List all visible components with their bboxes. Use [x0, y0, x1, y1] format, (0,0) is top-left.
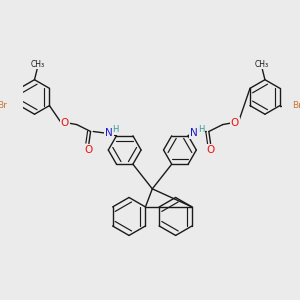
Text: Br: Br	[0, 101, 8, 110]
Text: CH₃: CH₃	[31, 60, 45, 69]
Text: H: H	[198, 125, 204, 134]
Text: Br: Br	[292, 101, 300, 110]
Text: H: H	[112, 125, 119, 134]
Text: CH₃: CH₃	[254, 60, 268, 69]
Text: O: O	[61, 118, 69, 128]
Text: N: N	[190, 128, 198, 138]
Text: O: O	[85, 146, 93, 155]
Text: O: O	[206, 146, 215, 155]
Text: N: N	[105, 128, 112, 138]
Text: O: O	[231, 118, 239, 128]
